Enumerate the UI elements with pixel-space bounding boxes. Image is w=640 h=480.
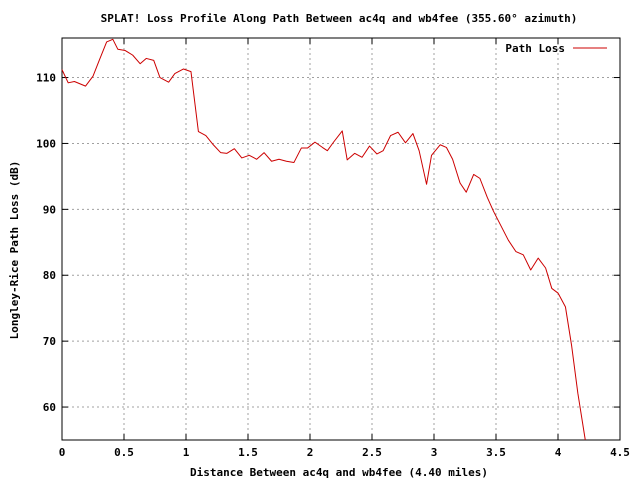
- y-axis-label: Longley-Rice Path Loss (dB): [8, 161, 21, 340]
- x-tick-label: 3.5: [486, 446, 506, 459]
- y-axis-ticks: 60 70 80 90 100 110: [36, 72, 620, 414]
- chart-title: SPLAT! Loss Profile Along Path Between a…: [101, 12, 578, 25]
- x-tick-label: 4: [555, 446, 562, 459]
- x-tick-label: 1: [183, 446, 190, 459]
- y-tick-label: 90: [43, 203, 56, 216]
- x-tick-label: 2: [307, 446, 314, 459]
- series-layer: [61, 38, 586, 441]
- x-tick-label: 3: [431, 446, 438, 459]
- legend: Path Loss: [505, 42, 607, 55]
- x-tick-label: 1.5: [238, 446, 258, 459]
- x-tick-label: 0: [59, 446, 66, 459]
- y-tick-label: 70: [43, 335, 56, 348]
- grid: [62, 38, 620, 440]
- x-tick-label: 4.5: [610, 446, 630, 459]
- legend-label: Path Loss: [505, 42, 565, 55]
- y-tick-label: 80: [43, 269, 56, 282]
- path-loss-line: [61, 38, 586, 441]
- y-tick-label: 100: [36, 137, 56, 150]
- plot-frame: [61, 37, 621, 441]
- x-tick-label: 2.5: [362, 446, 382, 459]
- y-tick-label: 110: [36, 72, 56, 85]
- x-axis-label: Distance Between ac4q and wb4fee (4.40 m…: [190, 466, 488, 479]
- y-tick-label: 60: [43, 401, 56, 414]
- x-tick-label: 0.5: [114, 446, 134, 459]
- x-axis-ticks: 0 0.5 1 1.5 2 2.5 3 3.5 4 4.5: [59, 38, 630, 459]
